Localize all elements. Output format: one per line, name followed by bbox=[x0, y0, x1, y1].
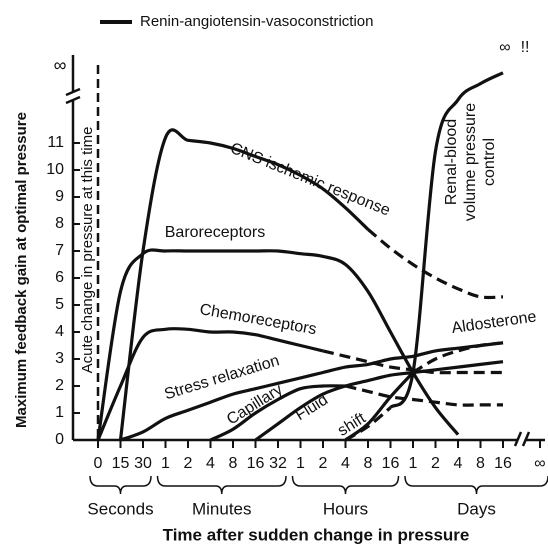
y-break bbox=[65, 87, 81, 97]
x-tick-label: 2 bbox=[431, 455, 440, 472]
x-tick-label: 16 bbox=[382, 455, 400, 472]
x-break bbox=[521, 431, 531, 447]
annotation: CNS ischemic response bbox=[228, 140, 393, 220]
group-brace bbox=[291, 475, 400, 495]
annotation: Aldosterone bbox=[450, 308, 537, 337]
series-line bbox=[344, 371, 415, 442]
legend-label: Renin-angiotensin-vasoconstriction bbox=[140, 13, 373, 30]
x-tick-label: 4 bbox=[206, 455, 215, 472]
series-line bbox=[412, 341, 504, 374]
series-line bbox=[345, 384, 503, 407]
group-brace bbox=[89, 475, 152, 495]
y-tick-label: 5 bbox=[55, 296, 64, 313]
x-tick-label: ∞ bbox=[534, 455, 545, 472]
y-tick-label: 2 bbox=[55, 377, 64, 394]
annotation: !! bbox=[521, 39, 530, 56]
x-tick-label: 15 bbox=[112, 455, 130, 472]
series-line bbox=[389, 71, 504, 409]
x-break bbox=[513, 431, 523, 447]
series-line bbox=[366, 228, 504, 300]
x-tick-label: 8 bbox=[476, 455, 485, 472]
group-label: Minutes bbox=[192, 499, 252, 518]
y-tick-label: 11 bbox=[47, 134, 64, 151]
series-line bbox=[119, 341, 504, 442]
annotation: Renal-blood bbox=[443, 119, 460, 205]
annotation: Baroreceptors bbox=[165, 224, 266, 241]
x-break-gap bbox=[518, 434, 526, 446]
y-tick-label: 10 bbox=[46, 161, 64, 178]
x-tick-label: 32 bbox=[269, 455, 287, 472]
group-label: Hours bbox=[323, 499, 368, 518]
y-tick-label: 3 bbox=[55, 350, 64, 367]
series-line bbox=[96, 326, 324, 441]
y-tick-label: 0 bbox=[55, 431, 64, 448]
y-break-label: ∞ bbox=[54, 55, 67, 75]
x-tick-label: 1 bbox=[409, 455, 418, 472]
x-tick-label: 2 bbox=[184, 455, 193, 472]
group-label: Days bbox=[457, 499, 496, 518]
y-break-gap bbox=[68, 92, 80, 100]
series-line bbox=[118, 128, 370, 441]
x-tick-label: 1 bbox=[296, 455, 305, 472]
x-tick-label: 2 bbox=[319, 455, 328, 472]
y-tick-label: 1 bbox=[55, 404, 64, 421]
x-tick-label: 4 bbox=[454, 455, 463, 472]
x-tick-label: 16 bbox=[247, 455, 265, 472]
series-line bbox=[209, 384, 346, 442]
annotation: ∞ bbox=[499, 39, 510, 56]
y-tick-label: 8 bbox=[55, 215, 64, 232]
x-axis-label: Time after sudden change in pressure bbox=[163, 525, 470, 544]
series-line bbox=[96, 248, 460, 441]
annotation: Fluid bbox=[293, 391, 331, 424]
x-tick-label: 30 bbox=[134, 455, 152, 472]
y-tick-label: 9 bbox=[55, 188, 64, 205]
annotation: control bbox=[481, 138, 498, 186]
y-axis-label: Maximum feedback gain at optimal pressur… bbox=[13, 112, 30, 428]
group-brace bbox=[404, 475, 548, 495]
annotation: volume pressure bbox=[462, 103, 479, 221]
x-tick-label: 8 bbox=[364, 455, 373, 472]
y-tick-label: 6 bbox=[55, 269, 64, 286]
x-tick-label: 4 bbox=[341, 455, 350, 472]
x-tick-label: 8 bbox=[229, 455, 238, 472]
series-line bbox=[344, 406, 392, 442]
y-tick-label: 7 bbox=[55, 242, 64, 259]
group-brace bbox=[156, 475, 287, 495]
y-break bbox=[65, 95, 81, 105]
x-tick-label: 0 bbox=[94, 455, 103, 472]
annotation: Acute change in pressure at this time bbox=[79, 127, 96, 374]
y-tick-label: 4 bbox=[55, 323, 64, 340]
group-label: Seconds bbox=[87, 499, 153, 518]
x-tick-label: 16 bbox=[494, 455, 512, 472]
x-tick-label: 1 bbox=[161, 455, 170, 472]
series-line bbox=[254, 360, 504, 442]
